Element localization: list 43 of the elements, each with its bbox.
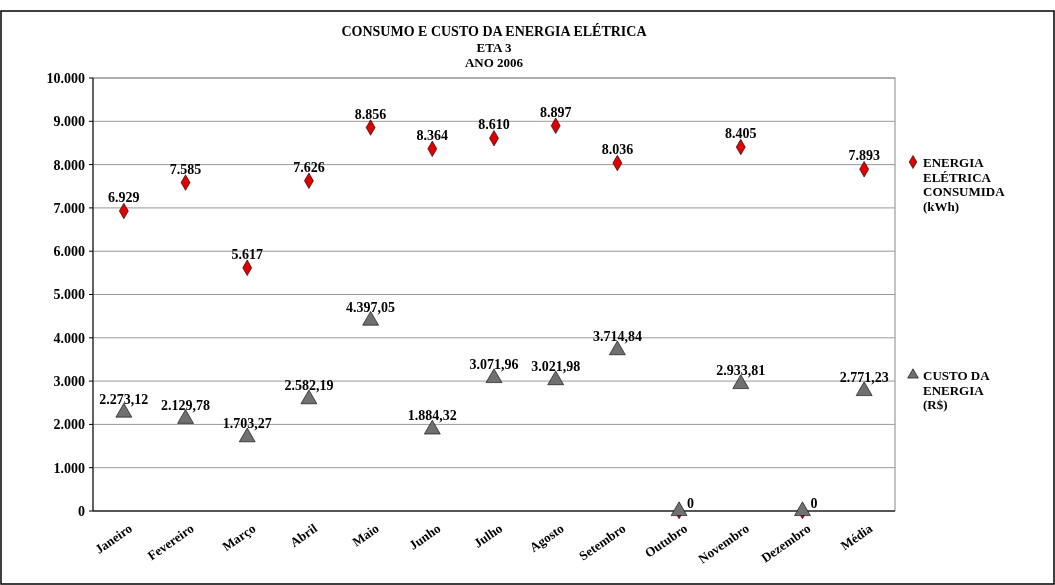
y-tick-label: 3.000 (53, 374, 85, 389)
data-label: 8.405 (725, 126, 757, 142)
y-tick-label: 7.000 (53, 200, 85, 216)
data-label: 8.036 (601, 142, 634, 158)
y-tick-label: 4.000 (53, 330, 85, 346)
data-label: 2.771,23 (839, 370, 889, 386)
data-label: 2.273,12 (99, 391, 149, 407)
legend-label: CUSTO DA ENERGIA (R$) (923, 367, 991, 413)
data-label: 7.893 (848, 148, 880, 164)
x-tick-label: Julho (470, 520, 505, 551)
data-label: 3.071,96 (469, 356, 519, 372)
data-label: 2.582,19 (284, 378, 334, 394)
y-tick-label: 5.000 (53, 287, 85, 303)
data-label: 1.884,32 (407, 408, 457, 424)
data-label: 4.397,05 (346, 299, 396, 315)
y-tick-label: 2.000 (53, 417, 85, 433)
chart-subtitle: ETA 3 ANO 2006 (464, 40, 524, 70)
x-tick-label: Maio (349, 520, 382, 550)
legend-label: ENERGIA ELÉTRICA CONSUMIDA (kWh) (923, 154, 1006, 215)
y-tick-label: 9.000 (53, 114, 85, 130)
data-label: 2.129,78 (161, 397, 211, 413)
data-label: 3.021,98 (531, 359, 581, 375)
data-label: 7.626 (293, 159, 325, 175)
y-tick-label: 10.000 (46, 70, 85, 86)
data-label: 2.933,81 (716, 362, 766, 378)
data-label: 7.585 (169, 161, 202, 177)
y-tick-label: 6.000 (53, 244, 85, 260)
data-label: 3.714,84 (592, 329, 642, 345)
data-label: 1.703,27 (222, 416, 272, 432)
point (670, 501, 688, 516)
data-label: 8.364 (416, 127, 449, 143)
data-label: 6.929 (108, 189, 140, 205)
y-tick-label: 0 (78, 503, 85, 519)
data-label: 0 (687, 496, 695, 511)
y-tick-label: 8.000 (53, 157, 85, 173)
point (794, 501, 811, 516)
data-label: 5.617 (231, 246, 263, 262)
chart-title: CONSUMO E CUSTO DA ENERGIA ELÉTRICA (341, 23, 648, 39)
data-label: 0 (810, 496, 818, 511)
y-tick-label: 1.000 (53, 460, 85, 476)
data-label: 8.610 (478, 117, 510, 133)
data-label: 8.856 (354, 106, 387, 122)
data-label: 8.897 (539, 104, 572, 120)
